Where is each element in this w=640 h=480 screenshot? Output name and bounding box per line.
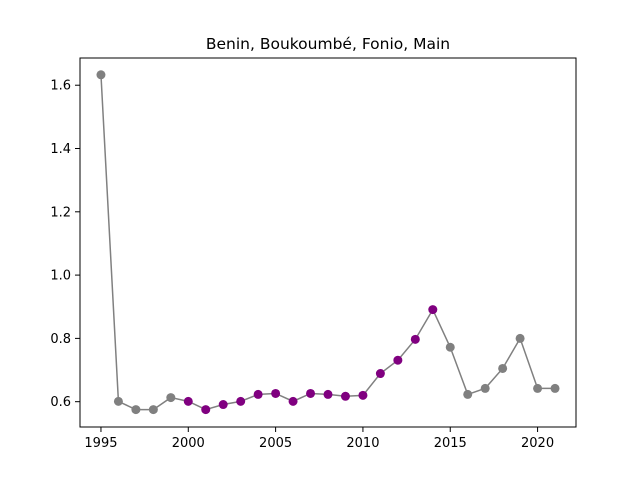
data-series <box>96 70 560 415</box>
data-point <box>445 342 455 352</box>
data-point <box>358 390 368 400</box>
x-tick-label: 2020 <box>521 436 554 451</box>
data-point <box>410 334 420 344</box>
data-point <box>515 333 525 343</box>
chart-title: Benin, Boukoumbé, Fonio, Main <box>206 35 450 53</box>
x-tick-label: 1995 <box>84 436 117 451</box>
y-tick-label: 0.6 <box>50 395 71 410</box>
plot-area-frame <box>79 57 577 428</box>
x-tick-label: 2010 <box>346 436 379 451</box>
x-tick-label: 2000 <box>172 436 205 451</box>
axis-ticks: 1995 2000 2005 2010 2015 2020 0.6 0.8 1.0 1.2 1.4 1… <box>50 79 554 451</box>
y-tick-label: 0.8 <box>50 332 71 347</box>
data-point <box>113 396 123 406</box>
data-point <box>375 369 385 379</box>
data-point <box>550 383 560 393</box>
data-point <box>253 389 263 399</box>
y-tick-label: 1.2 <box>50 205 71 220</box>
data-point <box>463 389 473 399</box>
y-tick-label: 1.0 <box>50 269 71 284</box>
data-point <box>148 405 158 415</box>
y-tick-label: 1.4 <box>50 142 71 157</box>
data-point <box>498 363 508 373</box>
data-point <box>323 389 333 399</box>
data-point <box>533 383 543 393</box>
data-point <box>393 355 403 365</box>
data-point <box>236 396 246 406</box>
data-point <box>218 400 228 410</box>
data-point <box>480 383 490 393</box>
x-tick-label: 2015 <box>434 436 467 451</box>
data-point <box>166 393 176 403</box>
x-tick-label: 2005 <box>259 436 292 451</box>
data-point <box>96 70 106 80</box>
data-point <box>271 388 281 398</box>
data-point <box>201 405 211 415</box>
data-point <box>428 305 438 315</box>
data-point <box>288 396 298 406</box>
data-point <box>183 396 193 406</box>
y-tick-label: 1.6 <box>50 79 71 94</box>
data-point <box>131 405 141 415</box>
data-point <box>306 388 316 398</box>
data-point <box>340 391 350 401</box>
